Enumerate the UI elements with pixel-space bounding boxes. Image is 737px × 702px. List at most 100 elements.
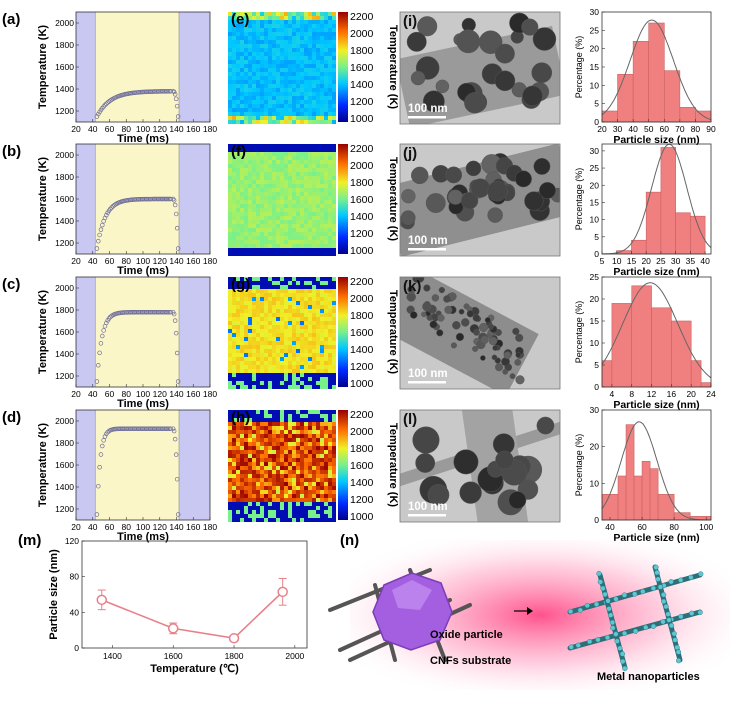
map-pixel	[328, 438, 332, 442]
map-pixel	[296, 148, 300, 152]
map-pixel	[268, 188, 272, 192]
map-pixel	[236, 313, 240, 317]
map-pixel	[240, 144, 244, 148]
map-pixel	[236, 293, 240, 297]
map-pixel	[304, 228, 308, 232]
map-pixel	[316, 385, 320, 389]
map-pixel	[232, 361, 236, 365]
map-pixel	[260, 490, 264, 494]
map-pixel	[324, 100, 328, 104]
map-pixel	[252, 478, 256, 482]
map-pixel	[296, 204, 300, 208]
x-tick-label: 35	[686, 256, 696, 266]
map-pixel	[244, 482, 248, 486]
map-pixel	[312, 244, 316, 248]
map-pixel	[244, 470, 248, 474]
map-pixel	[328, 361, 332, 365]
map-pixel	[280, 454, 284, 458]
map-pixel	[312, 418, 316, 422]
map-pixel	[276, 56, 280, 60]
map-pixel	[244, 466, 248, 470]
map-pixel	[328, 180, 332, 184]
map-pixel	[232, 442, 236, 446]
map-pixel	[248, 188, 252, 192]
map-pixel	[240, 20, 244, 24]
map-pixel	[228, 196, 232, 200]
map-pixel	[292, 494, 296, 498]
map-pixel	[240, 88, 244, 92]
map-pixel	[284, 466, 288, 470]
map-pixel	[276, 60, 280, 64]
map-pixel	[320, 478, 324, 482]
map-pixel	[236, 470, 240, 474]
map-pixel	[232, 349, 236, 353]
scale-bar-label: 100 nm	[408, 368, 448, 380]
map-pixel	[284, 208, 288, 212]
map-pixel	[320, 289, 324, 293]
map-pixel	[324, 252, 328, 256]
map-pixel	[296, 305, 300, 309]
map-pixel	[328, 40, 332, 44]
map-pixel	[304, 60, 308, 64]
map-pixel	[320, 60, 324, 64]
map-pixel	[328, 12, 332, 16]
map-pixel	[312, 462, 316, 466]
map-pixel	[292, 426, 296, 430]
map-pixel	[324, 289, 328, 293]
map-pixel	[300, 285, 304, 289]
map-pixel	[324, 430, 328, 434]
map-pixel	[332, 152, 336, 156]
map-pixel	[228, 92, 232, 96]
map-pixel	[316, 466, 320, 470]
map-pixel	[228, 44, 232, 48]
map-pixel	[328, 474, 332, 478]
temp-data-point	[170, 426, 176, 431]
map-pixel	[292, 152, 296, 156]
map-pixel	[292, 357, 296, 361]
map-pixel	[324, 337, 328, 341]
map-pixel	[240, 156, 244, 160]
map-pixel	[236, 168, 240, 172]
map-pixel	[304, 361, 308, 365]
nanoparticle	[514, 170, 532, 188]
map-pixel	[260, 176, 264, 180]
map-pixel	[332, 108, 336, 112]
map-pixel	[296, 333, 300, 337]
map-pixel	[288, 385, 292, 389]
map-pixel	[308, 68, 312, 72]
map-pixel	[232, 172, 236, 176]
map-pixel	[304, 20, 308, 24]
map-pixel	[228, 494, 232, 498]
x-tick-label: 25	[656, 256, 666, 266]
map-pixel	[300, 341, 304, 345]
map-pixel	[236, 224, 240, 228]
map-pixel	[256, 232, 260, 236]
map-pixel	[296, 466, 300, 470]
map-pixel	[260, 156, 264, 160]
map-pixel	[316, 244, 320, 248]
map-pixel	[244, 20, 248, 24]
scale-bar-label: 100 nm	[408, 235, 448, 247]
nanoparticle	[452, 321, 461, 330]
map-pixel	[304, 156, 308, 160]
nanoparticle	[417, 16, 438, 37]
map-pixel	[240, 24, 244, 28]
map-pixel	[320, 228, 324, 232]
map-pixel	[280, 414, 284, 418]
map-pixel	[300, 64, 304, 68]
map-pixel	[228, 474, 232, 478]
map-pixel	[296, 462, 300, 466]
map-pixel	[316, 357, 320, 361]
temp-data-point	[172, 436, 178, 442]
map-pixel	[260, 353, 264, 357]
map-pixel	[244, 514, 248, 518]
map-pixel	[300, 180, 304, 184]
map-pixel	[276, 224, 280, 228]
map-pixel	[268, 192, 272, 196]
map-pixel	[328, 462, 332, 466]
map-pixel	[280, 100, 284, 104]
map-pixel	[300, 381, 304, 385]
map-pixel	[312, 494, 316, 498]
map-pixel	[256, 361, 260, 365]
map-pixel	[324, 462, 328, 466]
